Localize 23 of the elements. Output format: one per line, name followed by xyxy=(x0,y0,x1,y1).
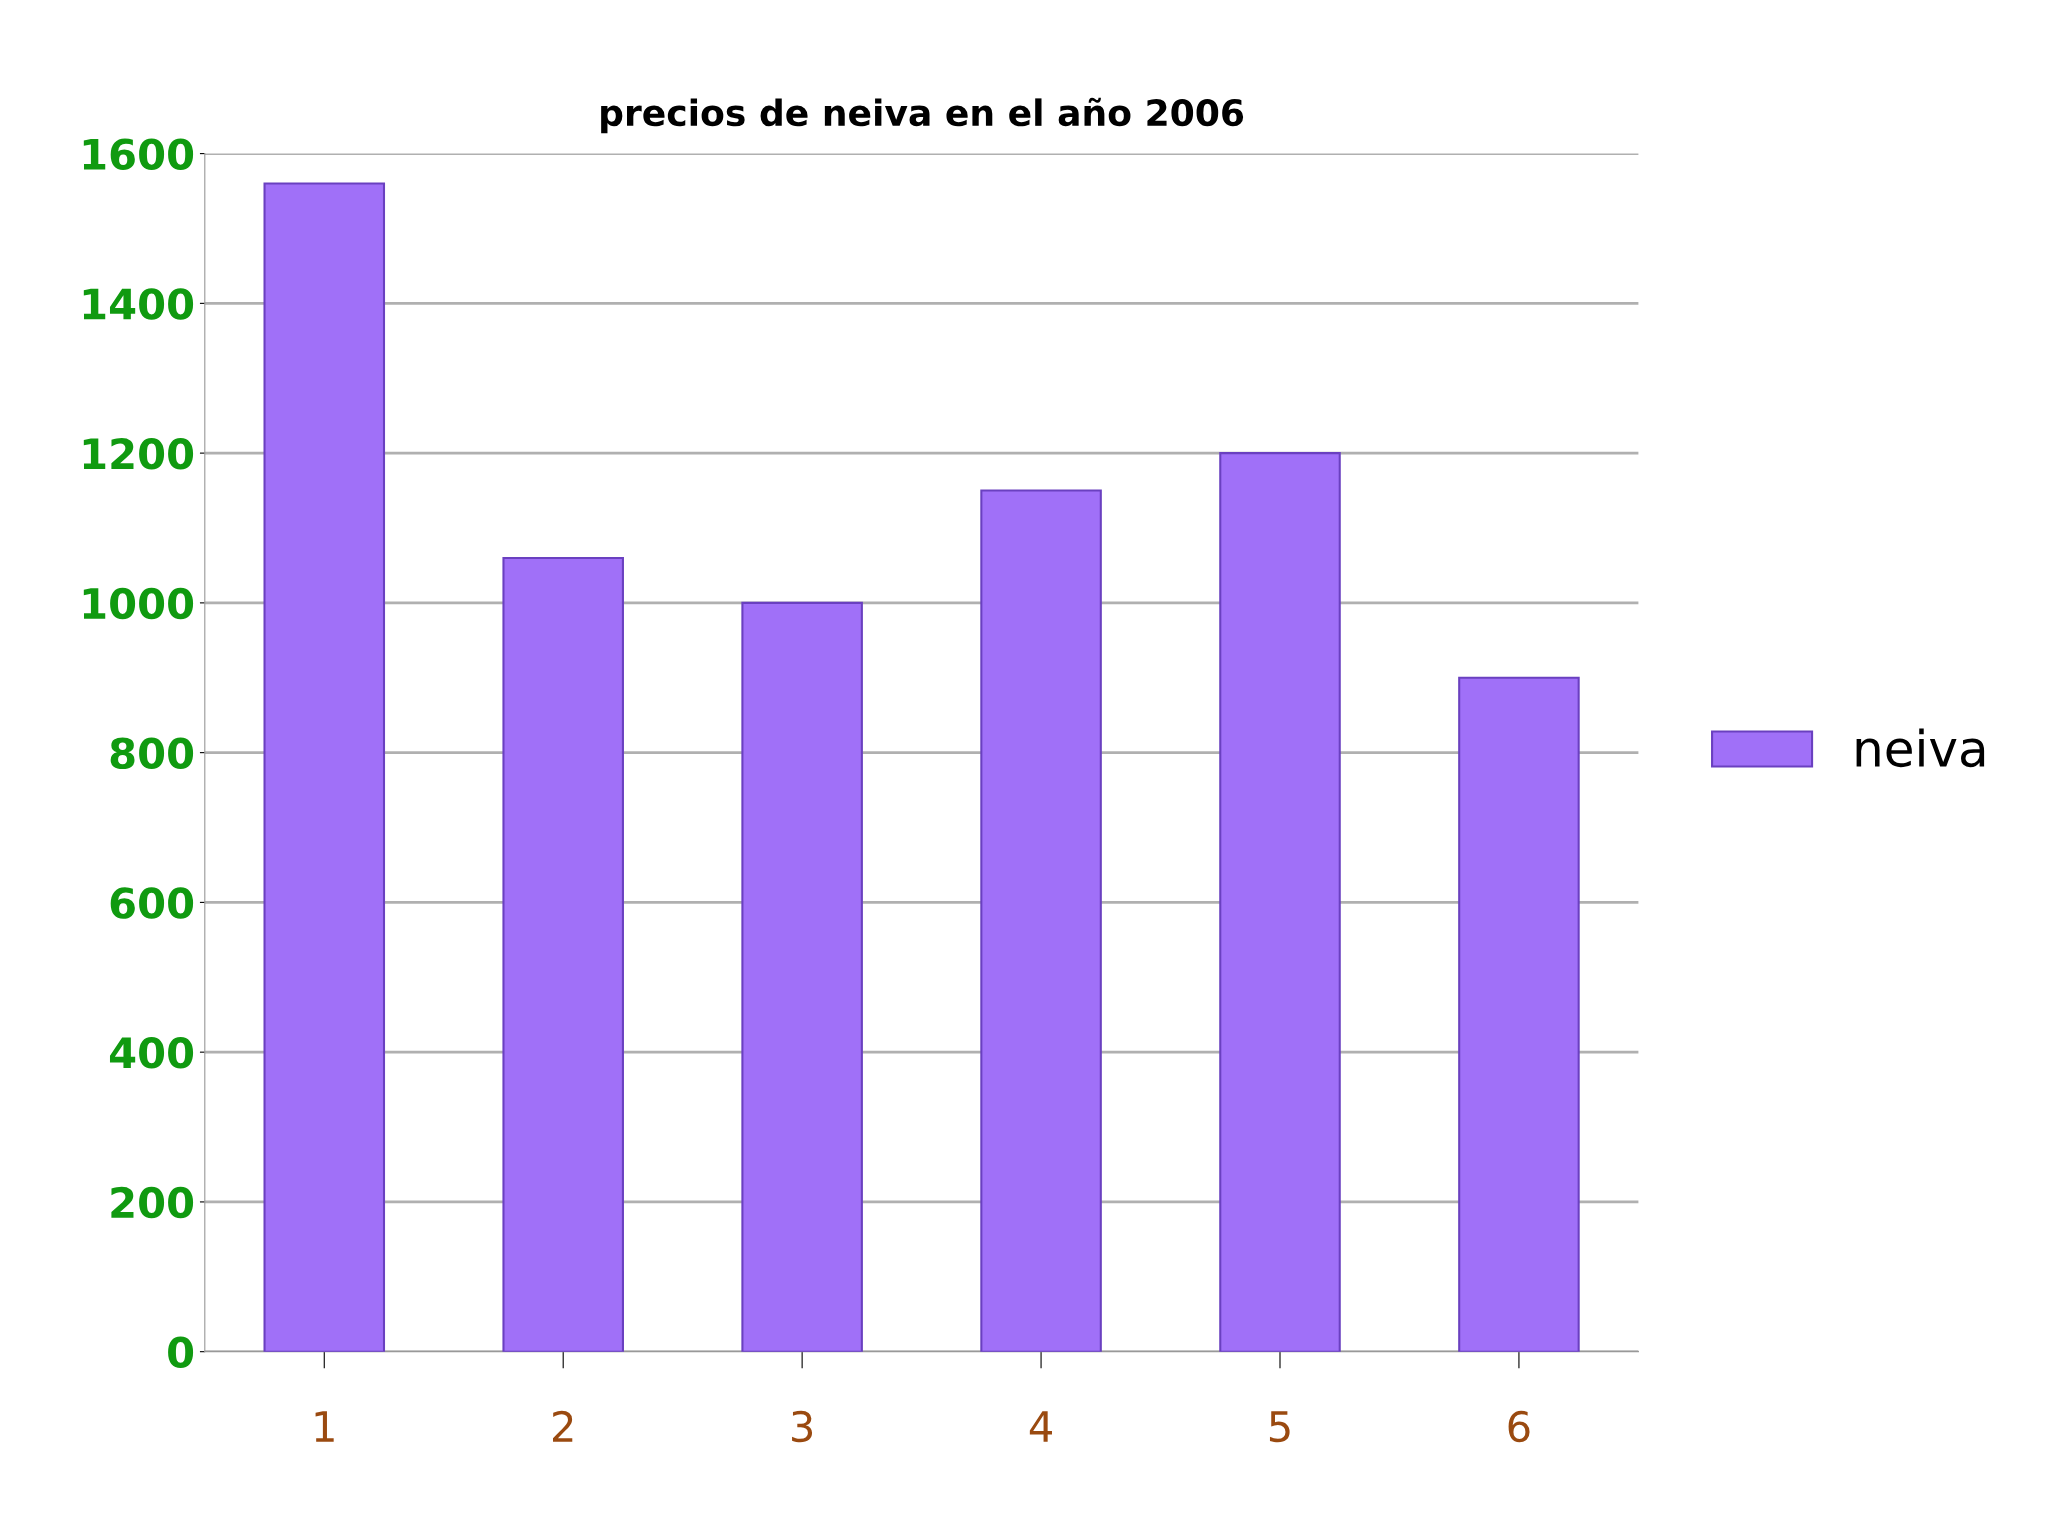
legend-label: neiva xyxy=(1856,728,1985,768)
x-tick-label: 6 xyxy=(1508,1410,1530,1443)
x-tick-label: 1 xyxy=(315,1411,334,1442)
bar xyxy=(741,601,863,1352)
x-tick-label: 4 xyxy=(1029,1411,1052,1442)
bar xyxy=(1458,676,1580,1352)
chart-title: precios de neiva en el año 2006 xyxy=(601,97,1244,134)
x-tick-label: 5 xyxy=(1269,1411,1290,1443)
y-tick-label: 200 xyxy=(111,1186,194,1219)
bar xyxy=(502,556,624,1352)
y-tick-label: 1400 xyxy=(83,288,194,320)
y-tick-label: 0 xyxy=(168,1336,194,1369)
x-tick-label: 2 xyxy=(553,1410,573,1442)
y-tick-label: 400 xyxy=(109,1037,194,1069)
y-tick-label: 1200 xyxy=(83,438,194,470)
y-tick-label: 800 xyxy=(110,737,194,770)
y-tick-label: 600 xyxy=(110,887,194,919)
x-tick-label: 3 xyxy=(792,1410,813,1443)
bar xyxy=(1219,452,1341,1352)
bar xyxy=(980,489,1102,1352)
y-tick-label: 1600 xyxy=(83,138,194,171)
y-tick-label: 1000 xyxy=(83,587,194,620)
bar xyxy=(263,182,386,1352)
